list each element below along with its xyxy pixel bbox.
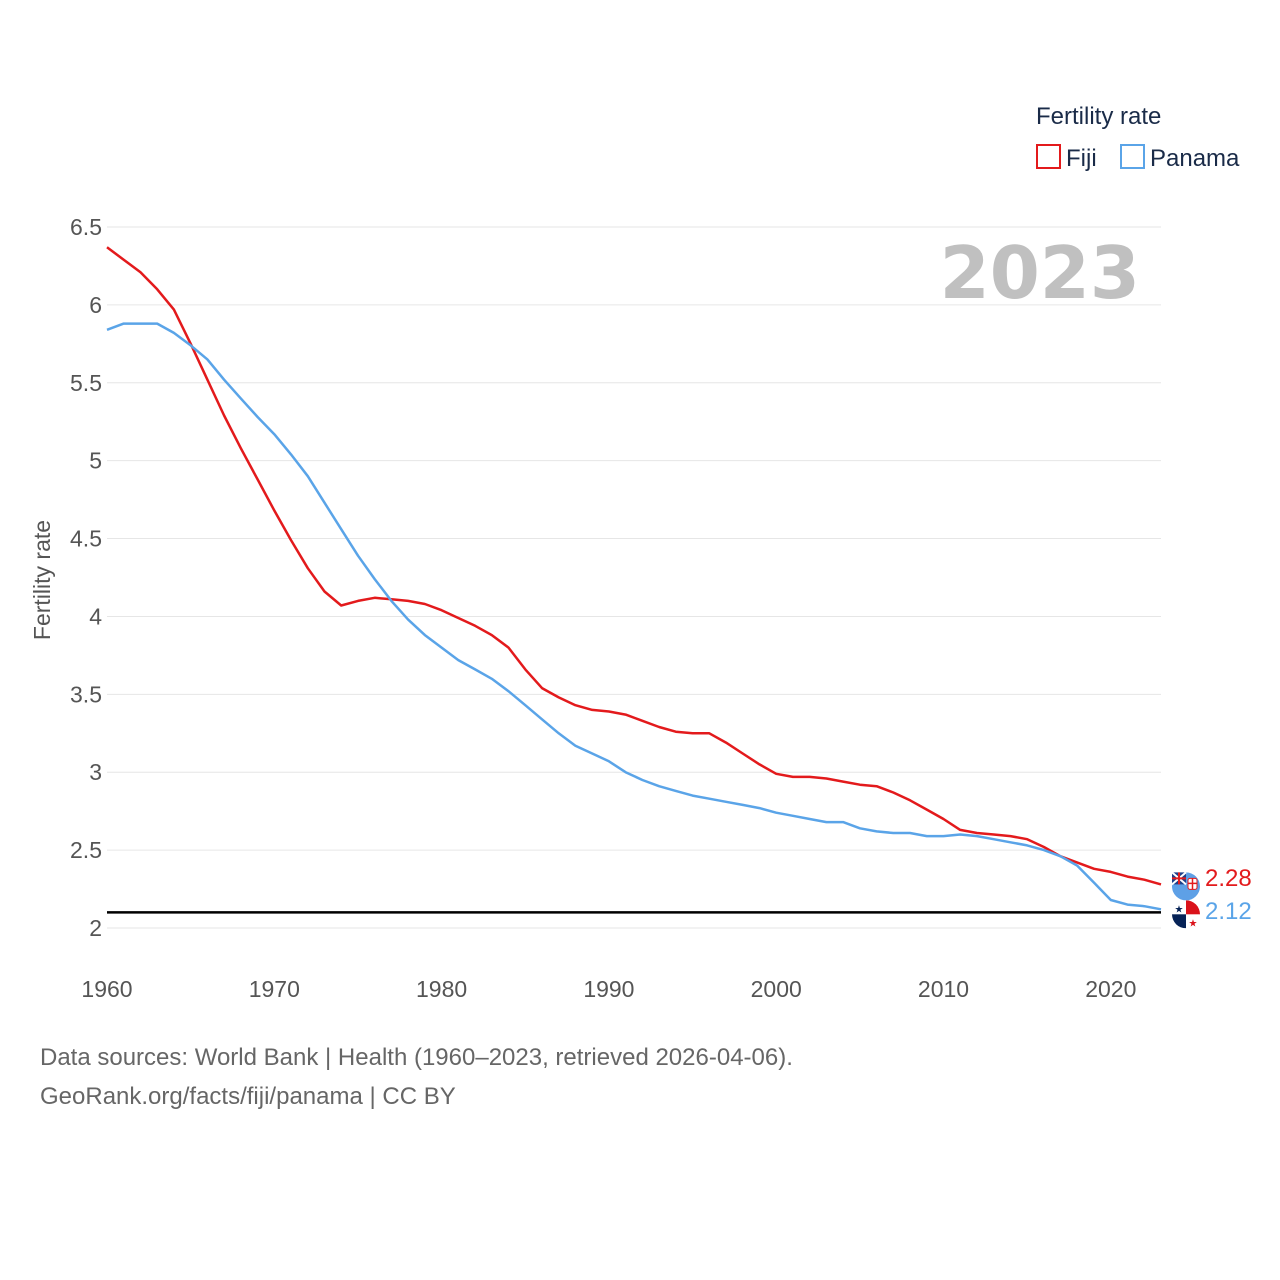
legend-item-panama[interactable]: Panama (1120, 144, 1240, 172)
end-value-fiji: 2.28 (1205, 865, 1252, 892)
y-tick-label: 2 (89, 915, 102, 941)
y-tick-label: 4 (89, 603, 102, 629)
legend-label-fiji: Fiji (1066, 145, 1097, 172)
x-tick-label: 2020 (1085, 976, 1136, 1002)
x-axis-ticks: 1960 1970 1980 1990 2000 2010 2020 (81, 976, 1136, 1002)
source-link[interactable]: GeoRank.org/facts/fiji/panama | CC BY (40, 1083, 456, 1110)
y-tick-label: 6 (89, 292, 102, 318)
y-axis-ticks: 6.5 6 5.5 5 4.5 4 3.5 3 2.5 2 (70, 214, 102, 941)
x-tick-label: 2010 (918, 976, 969, 1002)
y-tick-label: 3 (89, 759, 102, 785)
series-line-panama[interactable] (106, 322, 1162, 911)
x-tick-label: 1970 (249, 976, 300, 1002)
y-tick-label: 5.5 (70, 370, 102, 396)
legend-swatch-panama (1120, 144, 1145, 169)
svg-text:★: ★ (1175, 904, 1184, 915)
legend-title: Fertility rate (1036, 103, 1161, 130)
legend-item-fiji[interactable]: Fiji (1036, 144, 1097, 172)
series-lines (106, 246, 1162, 911)
legend[interactable]: Fertility rate Fiji Panama (1036, 103, 1240, 172)
y-tick-label: 6.5 (70, 214, 102, 240)
x-tick-label: 2000 (751, 976, 802, 1002)
panama-flag-icon: ★ ★ (1172, 900, 1200, 929)
y-tick-label: 2.5 (70, 837, 102, 863)
legend-swatch-fiji (1036, 144, 1061, 169)
grid (107, 226, 1161, 929)
end-value-panama: 2.12 (1205, 898, 1252, 925)
x-tick-label: 1990 (583, 976, 634, 1002)
y-axis-title: Fertility rate (29, 520, 55, 640)
source-text: Data sources: World Bank | Health (1960–… (40, 1044, 793, 1071)
svg-text:★: ★ (1189, 918, 1198, 929)
x-tick-label: 1960 (81, 976, 132, 1002)
y-tick-label: 3.5 (70, 681, 102, 707)
fiji-flag-icon (1171, 871, 1200, 901)
y-tick-label: 5 (89, 448, 102, 474)
legend-label-panama: Panama (1150, 145, 1240, 172)
x-tick-label: 1980 (416, 976, 467, 1002)
y-tick-label: 4.5 (70, 526, 102, 552)
year-label: 2023 (940, 231, 1140, 315)
series-line-fiji[interactable] (106, 246, 1162, 886)
